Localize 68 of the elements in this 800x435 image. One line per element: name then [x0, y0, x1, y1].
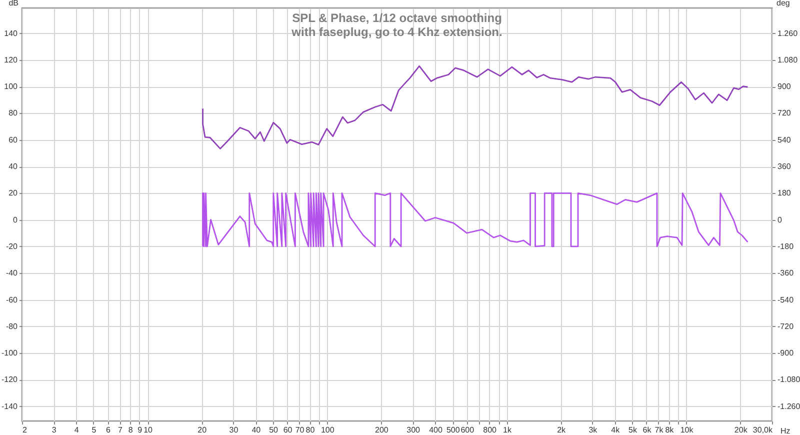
y2-tick-label: -720: [778, 322, 794, 331]
x-tick-label: 200: [375, 426, 389, 434]
x-tick-label: 30,0k: [752, 426, 774, 434]
y2-tick-label: -360: [778, 268, 794, 278]
y-tick-label: -100: [1, 348, 18, 358]
y-tick-label: -120: [1, 375, 18, 384]
y-tick-label: -140: [1, 402, 18, 411]
y2-tick-label: 720: [778, 108, 792, 118]
x-tick-label: 4k: [611, 426, 621, 434]
y2-axis-title: deg: [776, 0, 790, 8]
y2-tick-label: 360: [778, 162, 792, 172]
y-tick-label: 120: [4, 55, 18, 64]
y-tick-label: 60: [8, 135, 18, 144]
x-tick-label: 8: [128, 426, 134, 434]
x-tick-label: 500: [446, 426, 460, 434]
y-tick-label: 100: [4, 82, 18, 92]
y2-tick-label: -180: [778, 242, 794, 251]
y-tick-label: -20: [6, 242, 18, 251]
x-tick-label: 1k: [502, 426, 512, 434]
y-axis-title: dB: [8, 0, 18, 8]
y2-tick-label: 900: [778, 82, 792, 92]
text: SPL & Phase, 1/12 octave smoothing with faseplug, go to 4 Khz extension.: [290, 11, 502, 39]
x-tick-label: 10k: [680, 426, 694, 434]
x-tick-label: 2: [22, 426, 28, 434]
y-tick-label: 80: [8, 108, 18, 118]
x-tick-label: 3: [52, 426, 57, 434]
x-tick-label: 6k: [642, 426, 652, 434]
y2-tick-label: 0: [778, 215, 782, 224]
y2-tick-label: -540: [778, 295, 794, 304]
y2-tick-label: 1.260: [778, 28, 798, 38]
x-tick-label: 40: [252, 426, 262, 434]
x-tick-label: 600: [460, 426, 475, 434]
y2-tick-label: 180: [778, 188, 792, 198]
x-tick-label: 10: [144, 426, 154, 434]
x-tick-label: 20k: [734, 426, 748, 434]
y2-tick-label: 1.080: [778, 55, 798, 64]
y-tick-label: 20: [8, 188, 18, 198]
x-tick-label: 6: [106, 426, 111, 434]
y-tick-label: -80: [6, 322, 18, 331]
y-tick-label: -40: [6, 268, 18, 278]
y-tick-label: 140: [4, 28, 18, 38]
x-tick-label: 8k: [665, 426, 675, 434]
x-tick-label: 5k: [628, 426, 638, 434]
x-tick-label: 30: [229, 426, 239, 434]
x-tick-label: 7: [118, 426, 123, 434]
x-tick-label: 100: [320, 426, 335, 434]
x-tick-label: 4: [74, 426, 80, 434]
y-tick-label: 40: [8, 162, 18, 172]
x-tick-label: 800: [483, 426, 498, 434]
x-tick-label: 3k: [588, 426, 598, 434]
x-tick-label: 5: [92, 426, 97, 434]
x-axis-title: Hz: [780, 426, 790, 435]
x-tick-label: 300: [406, 426, 421, 434]
x-tick-label: 70: [295, 426, 305, 434]
y2-tick-label: -1.080: [778, 375, 800, 384]
x-tick-label: 80: [306, 426, 316, 434]
x-tick-label: 7k: [654, 426, 664, 434]
y2-tick-label: -900: [778, 348, 794, 358]
y-tick-label: 0: [13, 215, 18, 224]
x-tick-label: 50: [269, 426, 279, 434]
y2-tick-label: -1.260: [778, 402, 800, 411]
x-tick-label: 60: [283, 426, 293, 434]
y-tick-label: -60: [6, 295, 18, 304]
x-tick-label: 9: [138, 426, 143, 434]
x-tick-label: 20: [198, 426, 208, 434]
x-tick-label: 400: [429, 426, 443, 434]
y2-tick-label: 540: [778, 135, 792, 144]
x-tick-label: 2k: [557, 426, 567, 434]
